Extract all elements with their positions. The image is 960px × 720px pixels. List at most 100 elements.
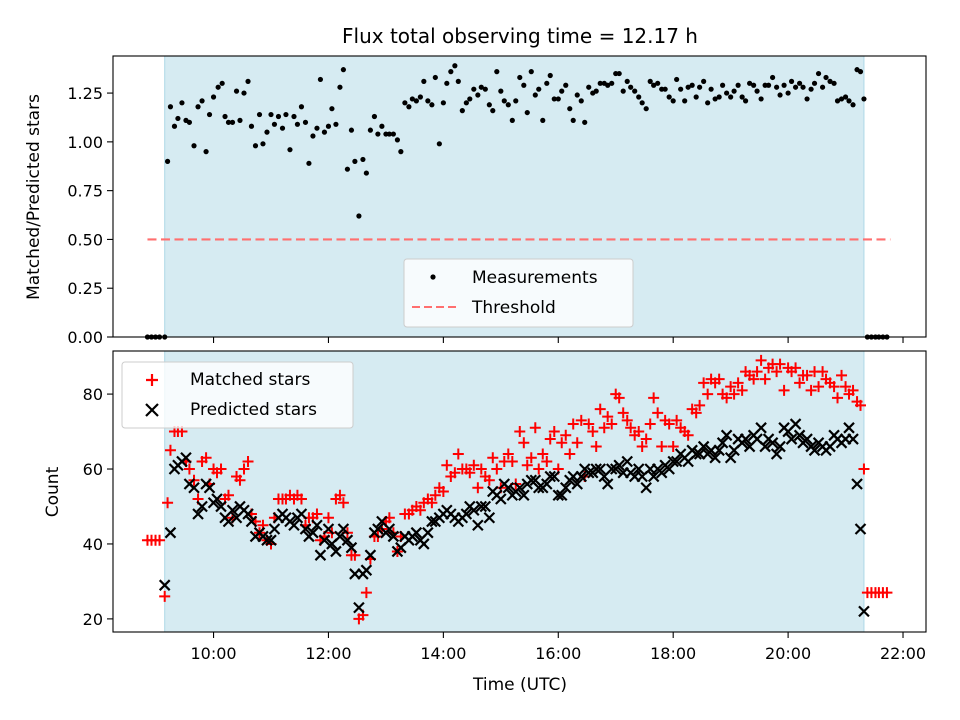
predicted-star-point (770, 448, 783, 460)
measurement-point (551, 96, 557, 102)
measurement-point (513, 98, 519, 104)
predicted-star-point (851, 478, 863, 490)
measurement-point (467, 96, 473, 102)
legend-threshold-label: Threshold (471, 298, 556, 318)
predicted-star-point (245, 515, 258, 528)
matched-star-point (817, 366, 829, 378)
predicted-star-point (582, 466, 595, 479)
predicted-star-point (203, 481, 216, 494)
matched-star-point (721, 392, 733, 404)
matched-star-point (621, 414, 633, 426)
predicted-star-point (716, 437, 729, 449)
predicted-star-point (426, 515, 438, 528)
matched-star-point (702, 388, 714, 400)
predicted-star-point (789, 418, 802, 430)
measurement-point (283, 111, 289, 118)
matched-star-point (613, 392, 625, 404)
predicted-star-point (640, 481, 652, 494)
measurement-point (781, 82, 787, 88)
measurement-point (210, 94, 217, 100)
predicted-star-point (164, 526, 177, 539)
measurement-point (394, 137, 401, 143)
measurement-point (175, 115, 181, 122)
predicted-star-point (158, 579, 171, 591)
matched-star-point (295, 493, 307, 505)
ratio-legend: Measurements Threshold (403, 258, 634, 328)
predicted-star-point (632, 463, 645, 475)
matched-star-point (698, 377, 710, 389)
matched-star-point (548, 426, 560, 438)
measurement-point (421, 78, 427, 84)
measurement-point (252, 143, 259, 149)
predicted-star-point (307, 526, 319, 539)
measurement-point (651, 82, 657, 88)
predicted-star-point (808, 444, 821, 457)
measurement-point (788, 78, 795, 84)
measurement-point (838, 96, 845, 102)
matched-star-point (183, 463, 195, 475)
predicted-star-point (295, 508, 308, 520)
measurement-point (643, 106, 649, 112)
measurement-point (609, 80, 615, 86)
measurement-point (222, 113, 228, 120)
measurement-point (475, 92, 481, 98)
count-axes-frame (112, 350, 927, 633)
ratio-panel: 0.00 0.25 0.50 0.75 1.00 1.25 Matched/Predict… (24, 55, 927, 347)
measurement-point (632, 88, 638, 94)
measurement-point (494, 69, 500, 75)
measurement-point (636, 94, 642, 100)
measurement-point (501, 98, 507, 104)
measurement-point (237, 117, 243, 123)
matched-star-point (671, 414, 683, 426)
predicted-star-point (468, 504, 480, 517)
measurement-point (287, 147, 293, 153)
measurement-point (655, 80, 661, 86)
measurement-point (620, 88, 626, 94)
predicted-star-point (353, 601, 365, 614)
predicted-star-point (594, 463, 607, 475)
matched-star-point (464, 467, 476, 479)
matched-star-point (713, 373, 725, 385)
predicted-star-point (299, 523, 312, 535)
predicted-star-point (479, 500, 492, 513)
predicted-star-point (330, 545, 342, 558)
measurement-point (639, 100, 645, 106)
predicted-star-point (261, 534, 273, 546)
predicted-star-point (222, 515, 235, 528)
matched-star-point (437, 486, 449, 497)
matched-star-point (774, 358, 786, 370)
measurement-point (509, 117, 515, 123)
measurement-point (337, 84, 343, 90)
matched-star-point (801, 369, 813, 381)
chart-title: Flux total observing time = 12.17 h (342, 24, 698, 48)
measurement-point (402, 100, 408, 106)
measurement-point (777, 92, 783, 98)
x-axis-label: Time (UTC) (472, 675, 567, 695)
ratio-legend-box (403, 258, 634, 328)
matched-star-point (694, 399, 706, 411)
measurement-point (570, 117, 576, 123)
measurement-point (823, 74, 829, 81)
predicted-star-point (268, 523, 281, 535)
measurement-point (429, 102, 435, 108)
measurement-point (363, 170, 369, 176)
y-tick-label: 0.75 (67, 182, 103, 201)
predicted-star-point (265, 534, 277, 546)
y-tick-label: 40 (83, 535, 103, 554)
legend-matched-marker (146, 374, 158, 386)
predicted-star-point (559, 481, 572, 494)
measurement-point (563, 82, 569, 88)
matched-star-point (475, 463, 487, 475)
measurement-point (367, 127, 374, 133)
measurement-point (215, 84, 221, 90)
measurement-point (417, 94, 423, 100)
predicted-star-point (739, 433, 752, 445)
measurement-point (271, 121, 278, 127)
measurement-point (616, 70, 622, 77)
measurement-point (291, 113, 297, 120)
matched-star-point (337, 497, 349, 509)
measurement-point (486, 102, 492, 108)
measurement-point (186, 119, 193, 125)
x-tick-label: 22:00 (880, 644, 926, 663)
